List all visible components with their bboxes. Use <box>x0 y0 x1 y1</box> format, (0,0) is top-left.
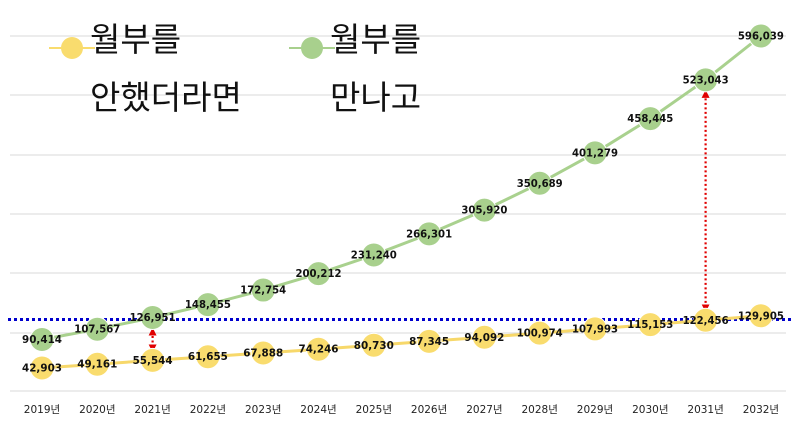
x-tick-label: 2024년 <box>300 404 336 416</box>
data-point-green <box>748 23 774 49</box>
gridlines <box>10 35 786 392</box>
data-points <box>29 23 774 381</box>
x-tick-label: 2031년 <box>687 404 723 416</box>
data-label: 350,689 <box>517 178 563 190</box>
data-point-yellow <box>582 316 608 342</box>
x-axis-tick-labels: 2019년 2020년 2021년 2022년 2023년 2024년 2025년 2026년… <box>24 404 779 416</box>
data-label: 172,754 <box>240 285 286 297</box>
data-point-green <box>582 140 608 166</box>
data-point-yellow <box>195 344 221 370</box>
legend-label-line2: 안했더라면 <box>90 78 242 117</box>
legend-marker-yellow <box>49 37 95 59</box>
data-label: 115,153 <box>627 319 673 331</box>
x-tick-label: 2019년 <box>24 404 60 416</box>
data-point-green <box>527 170 553 196</box>
data-point-yellow <box>29 355 55 381</box>
data-label: 129,905 <box>738 310 784 322</box>
data-point-green <box>416 221 442 247</box>
data-label: 61,655 <box>188 351 228 363</box>
data-label: 74,246 <box>299 344 339 356</box>
data-label: 49,161 <box>77 359 117 371</box>
data-labels: 42,903 49,161 55,544 61,655 67,888 74,246 80,7… <box>22 31 784 375</box>
data-label: 107,993 <box>572 323 618 335</box>
data-label: 523,043 <box>683 74 729 86</box>
x-tick-label: 2028년 <box>522 404 558 416</box>
legend-label-line2: 만나고 <box>330 78 422 117</box>
data-point-green <box>361 242 387 268</box>
data-point-yellow <box>306 336 331 362</box>
data-label: 90,414 <box>22 334 62 346</box>
data-point-green <box>637 106 663 132</box>
data-label: 107,567 <box>74 324 120 336</box>
x-tick-label: 2027년 <box>466 404 502 416</box>
legend-marker-green <box>289 37 335 59</box>
data-point-green <box>471 197 497 223</box>
data-point-yellow <box>416 328 442 354</box>
x-tick-label: 2025년 <box>356 404 392 416</box>
data-label: 231,240 <box>351 249 397 261</box>
data-label: 596,039 <box>738 31 784 43</box>
data-label: 42,903 <box>22 363 62 375</box>
data-point-yellow <box>471 324 497 350</box>
data-point-yellow <box>637 312 663 338</box>
data-point-green <box>195 292 221 318</box>
x-tick-label: 2020년 <box>79 404 115 416</box>
data-point-yellow <box>84 351 110 377</box>
data-label: 94,092 <box>464 332 504 344</box>
data-point-yellow <box>748 303 774 329</box>
data-point-yellow <box>361 332 387 358</box>
data-label: 122,456 <box>683 315 729 327</box>
data-point-green <box>29 326 55 352</box>
data-point-yellow <box>250 340 276 366</box>
data-label: 305,920 <box>461 205 507 217</box>
data-point-green <box>306 261 331 287</box>
data-label: 80,730 <box>354 340 394 352</box>
data-label: 67,888 <box>243 348 283 360</box>
data-point-green <box>693 67 719 93</box>
comparison-arrows <box>148 89 710 353</box>
data-point-green <box>140 305 166 331</box>
x-tick-label: 2026년 <box>411 404 447 416</box>
legend-label-line1: 월부를 <box>330 20 422 59</box>
data-point-yellow <box>693 307 719 333</box>
data-point-green <box>250 277 276 303</box>
data-label: 200,212 <box>296 268 342 280</box>
x-tick-label: 2032년 <box>743 404 779 416</box>
data-label: 148,455 <box>185 299 231 311</box>
legend-label-line1: 월부를 <box>90 20 182 59</box>
data-label: 401,279 <box>572 147 618 159</box>
data-label: 100,974 <box>517 328 563 340</box>
x-tick-label: 2029년 <box>577 404 613 416</box>
data-label: 126,951 <box>130 312 176 324</box>
data-label: 87,345 <box>409 336 449 348</box>
x-tick-label: 2021년 <box>134 404 170 416</box>
data-point-yellow <box>140 347 166 373</box>
data-label: 266,301 <box>406 228 452 240</box>
data-label: 458,445 <box>627 113 673 125</box>
x-tick-label: 2030년 <box>632 404 668 416</box>
data-label: 55,544 <box>133 355 173 367</box>
data-point-green <box>84 316 110 342</box>
x-tick-label: 2023년 <box>245 404 281 416</box>
x-tick-label: 2022년 <box>190 404 226 416</box>
data-point-yellow <box>527 320 553 346</box>
